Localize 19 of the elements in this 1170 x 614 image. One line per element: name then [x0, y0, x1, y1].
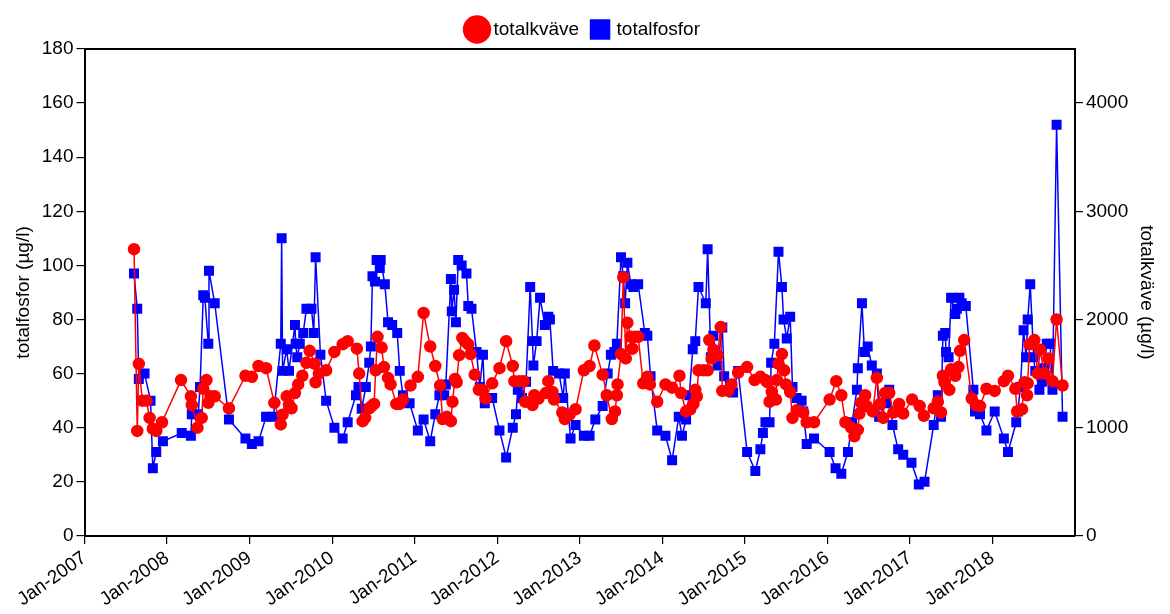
y-tick-label: 0 [62, 524, 74, 546]
y-tick-label: 120 [41, 199, 74, 221]
y2-tick-label: 1000 [1085, 415, 1129, 437]
legend-label: totalkväve [493, 17, 580, 39]
y2-axis-title: totalkväve (µg/l) [1137, 225, 1159, 360]
y-axis-title: totalfosfor (µg/l) [11, 226, 33, 359]
y-tick-label: 180 [41, 37, 74, 59]
y-tick-label: 40 [52, 415, 74, 437]
y-tick-label: 100 [41, 253, 74, 275]
y2-tick-label: 2000 [1085, 307, 1129, 329]
y-tick-label: 60 [52, 361, 74, 383]
y-tick-label: 80 [52, 307, 74, 329]
y-tick-label: 140 [41, 145, 74, 167]
legend-label: totalfosfor [616, 17, 701, 39]
y2-tick-label: 3000 [1085, 199, 1129, 221]
y2-tick-label: 4000 [1085, 91, 1129, 113]
y-tick-label: 160 [41, 91, 74, 113]
y-tick-label: 20 [52, 470, 74, 492]
y2-tick-label: 0 [1085, 524, 1097, 546]
